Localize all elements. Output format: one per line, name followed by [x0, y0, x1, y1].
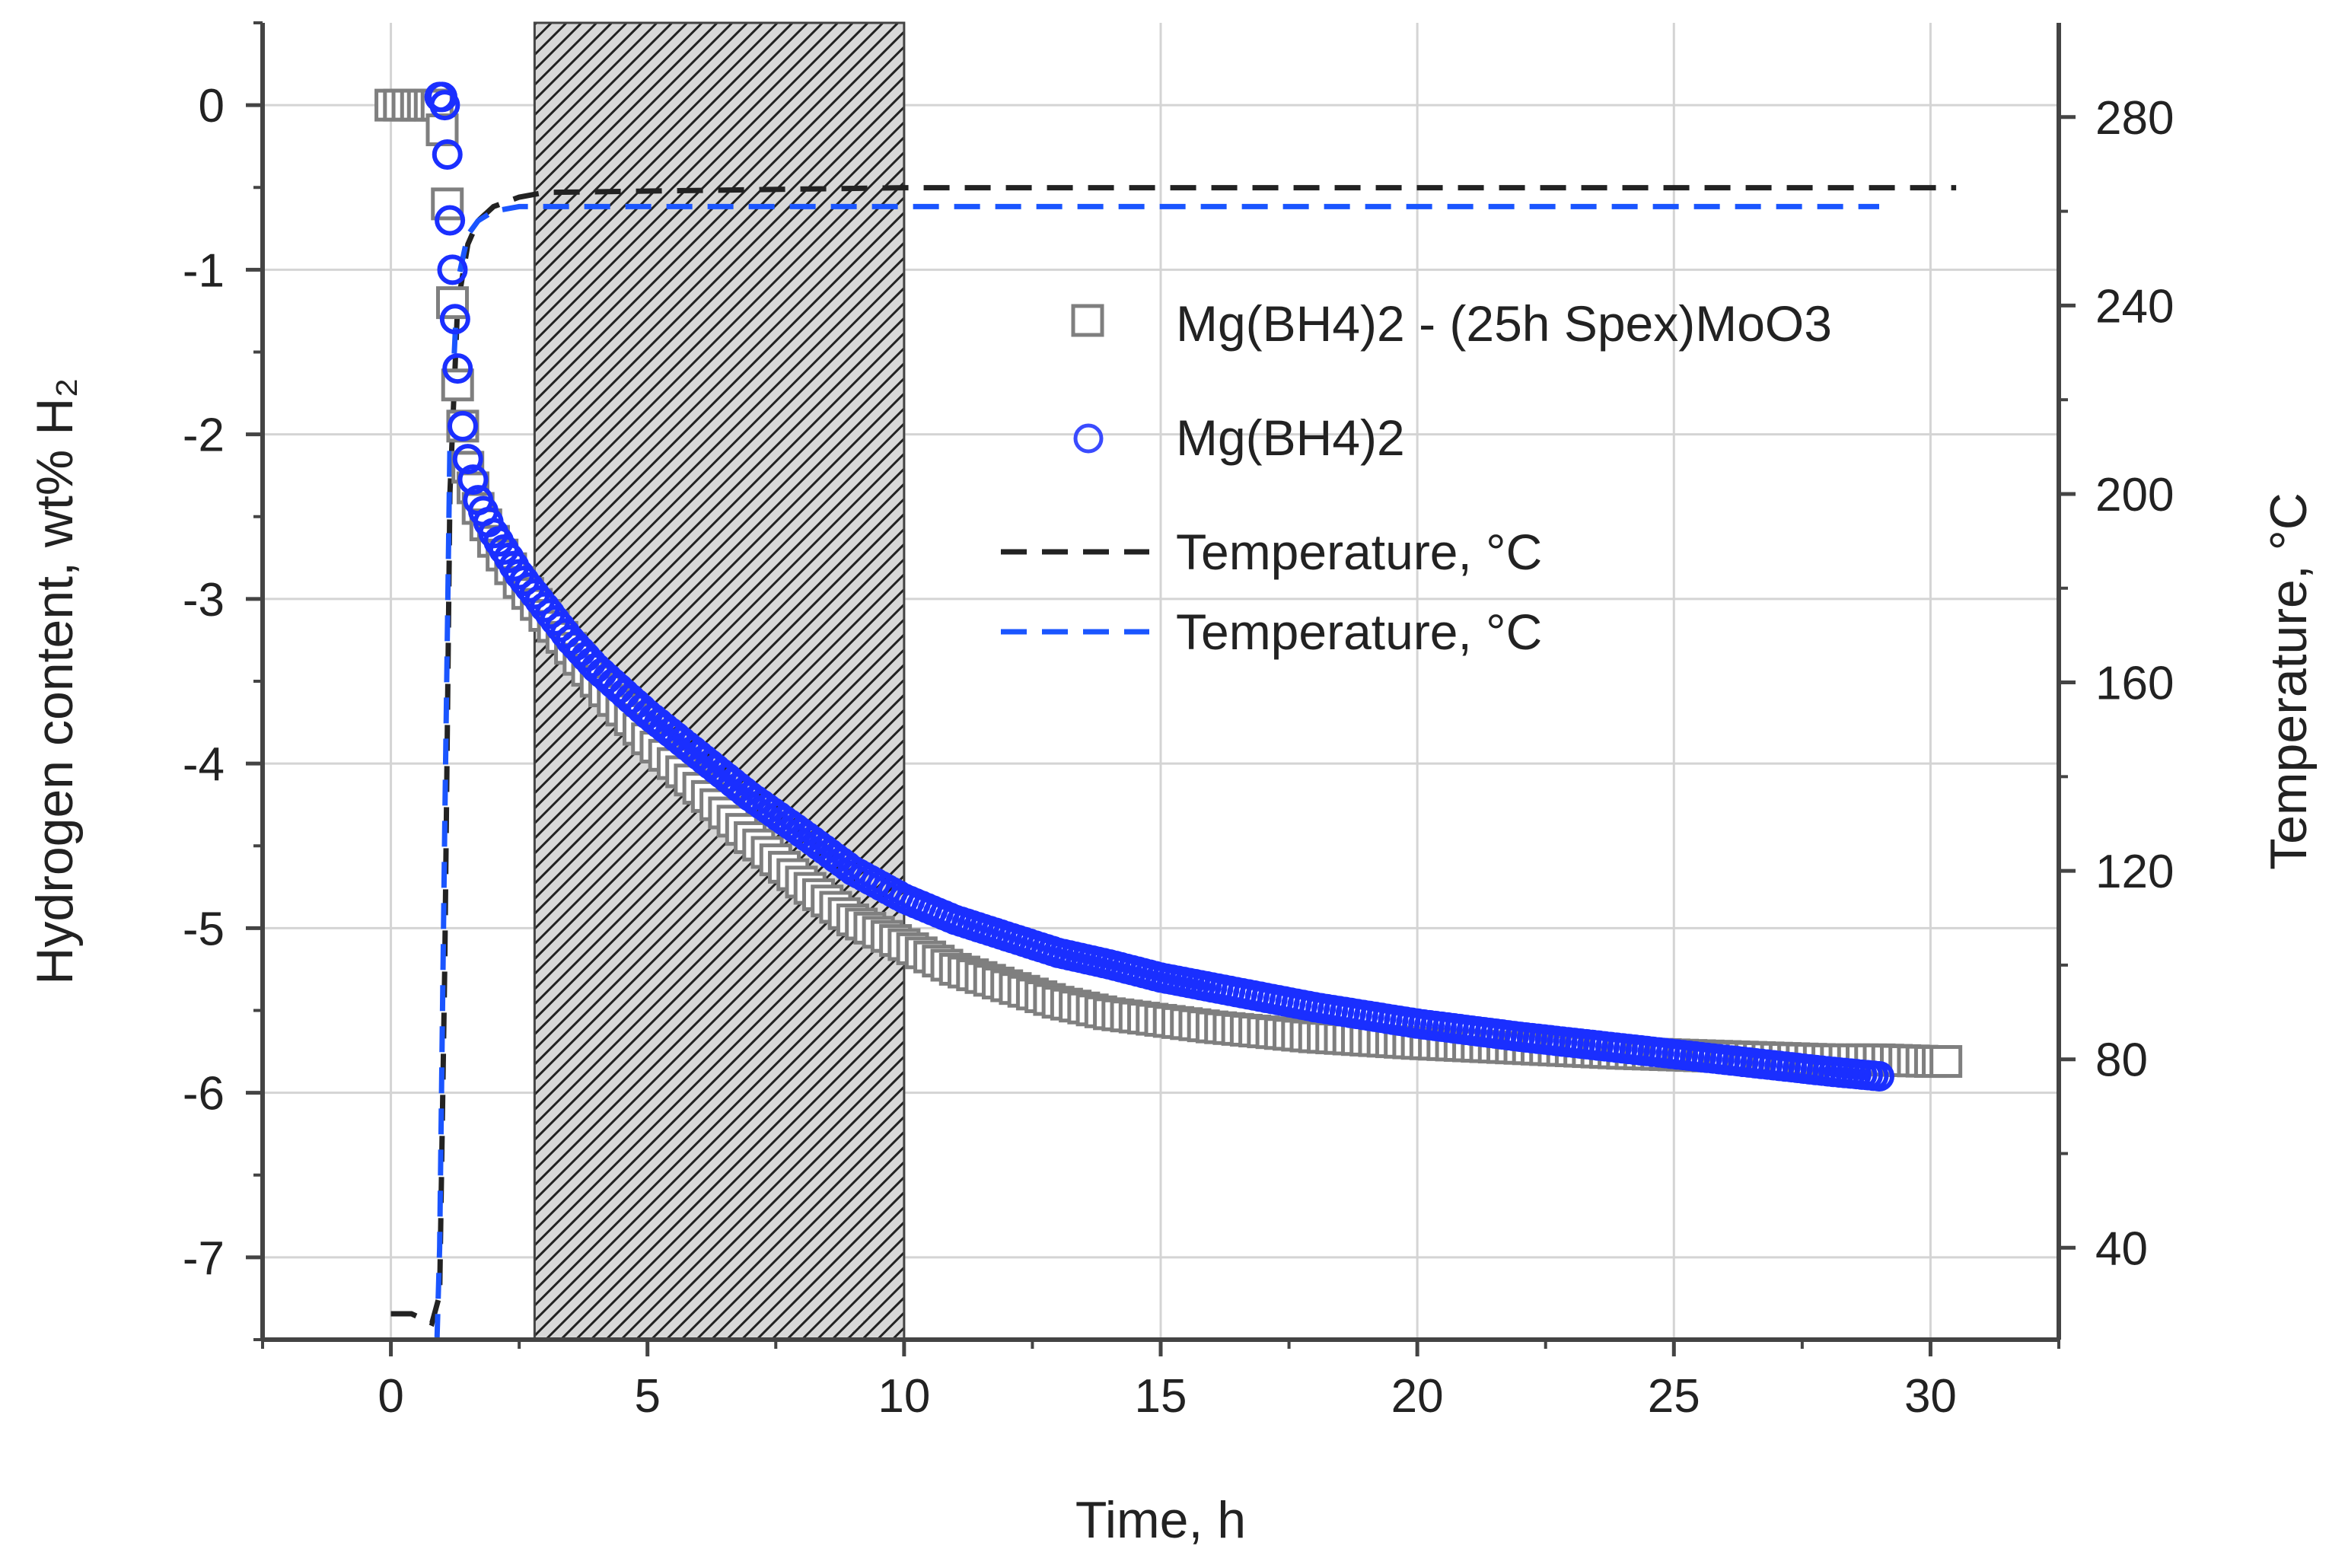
data-point-square: [1929, 1045, 1963, 1079]
data-point-circle: [442, 353, 473, 384]
y-axis-right-title: Temperature, °C: [2260, 492, 2318, 870]
legend-label-series-1: Mg(BH4)2 - (25h Spex)MoO3: [1176, 295, 1832, 352]
ticks: 0 5 10 15 20 25 30 0 -1 -2 -3 -4 -5 -6 -7 40 80 120 160 200…: [183, 21, 2174, 1423]
legend-label-series-3: Temperature, °C: [1176, 524, 1542, 580]
y-left-tick-label: -1: [183, 244, 225, 297]
y-right-tick-label: 200: [2095, 469, 2174, 521]
x-axis-title: Time, h: [1075, 1491, 1246, 1549]
x-tick-label: 25: [1648, 1370, 1700, 1423]
data-point-circle: [437, 254, 468, 285]
x-tick-label: 20: [1391, 1370, 1444, 1423]
x-tick-label: 10: [878, 1370, 930, 1423]
y-right-tick-label: 120: [2095, 846, 2174, 898]
x-tick-label: 0: [378, 1370, 403, 1423]
data-point-circle: [452, 444, 483, 475]
y-left-tick-label: -2: [183, 410, 225, 462]
data-point-circle: [447, 410, 478, 441]
y-right-tick-label: 40: [2095, 1222, 2148, 1275]
y-left-tick-label: -6: [183, 1068, 225, 1120]
y-left-tick-label: -3: [183, 574, 225, 626]
legend-label-series-2: Mg(BH4)2: [1176, 410, 1405, 466]
y-right-tick-label: 80: [2095, 1034, 2148, 1087]
x-tick-label: 5: [634, 1370, 660, 1423]
y-axis-left-title: Hydrogen content, wt% H₂: [26, 378, 84, 984]
y-right-tick-label: 240: [2095, 280, 2174, 333]
data-point-circle: [1864, 1061, 1894, 1092]
legend-label-series-4: Temperature, °C: [1176, 604, 1542, 660]
data-point-circle: [429, 90, 460, 121]
temperature-line-blue: [434, 203, 1879, 1340]
x-tick-label: 30: [1904, 1370, 1957, 1423]
y-left-tick-label: -7: [183, 1232, 225, 1285]
y-left-tick-label: -4: [183, 738, 225, 791]
y-left-tick-label: -5: [183, 903, 225, 955]
legend-marker-square: [1071, 304, 1104, 337]
data-point-circle: [435, 205, 466, 236]
y-left-tick-label: 0: [199, 80, 225, 132]
series-layer: [374, 81, 1963, 1340]
x-tick-label: 15: [1135, 1370, 1187, 1423]
temperature-line-black: [390, 185, 1957, 1327]
data-point-circle: [457, 464, 489, 496]
data-point-circle: [439, 304, 470, 335]
legend-marker-circle: [1073, 423, 1104, 454]
legend: Mg(BH4)2 - (25h Spex)MoO3 Mg(BH4)2 Tempe…: [1001, 295, 1832, 660]
y-right-tick-label: 280: [2095, 92, 2174, 145]
data-point-square: [425, 113, 459, 147]
data-point-circle: [432, 139, 463, 170]
y-right-tick-label: 160: [2095, 658, 2174, 710]
